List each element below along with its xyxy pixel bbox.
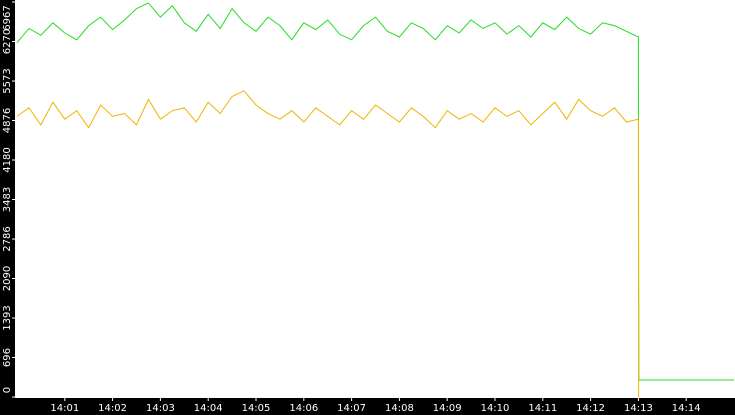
x-tick-label: 14:13 — [624, 403, 653, 414]
x-tick-label: 14:01 — [50, 403, 79, 414]
x-tick-label: 14:09 — [433, 403, 462, 414]
y-tick-label: 5573 — [2, 68, 13, 93]
x-tick-label: 14:08 — [385, 403, 414, 414]
x-tick-label: 14:14 — [672, 403, 701, 414]
series-line — [16, 2, 734, 381]
y-tick-label: 2090 — [2, 266, 13, 291]
y-tick-label: 6967 — [2, 5, 13, 30]
series-line — [16, 90, 640, 398]
x-tick-label: 14:04 — [194, 403, 223, 414]
y-axis-strip — [0, 0, 15, 415]
x-axis-strip — [0, 398, 735, 415]
y-tick-label: 4180 — [2, 147, 13, 172]
x-tick-label: 14:03 — [146, 403, 175, 414]
x-tick-label: 14:02 — [98, 403, 127, 414]
y-tick-label: 3483 — [2, 187, 13, 212]
x-tick-label: 14:12 — [576, 403, 605, 414]
y-tick-label: 4876 — [2, 108, 13, 133]
y-tick-label: 2786 — [2, 226, 13, 251]
y-tick-label: 6270 — [2, 29, 13, 54]
y-tick-label: 0 — [2, 387, 13, 393]
x-tick-label: 14:05 — [242, 403, 271, 414]
x-tick-label: 14:07 — [337, 403, 366, 414]
x-tick-label: 14:11 — [528, 403, 557, 414]
x-tick-label: 14:10 — [481, 403, 510, 414]
y-tick-label: 1393 — [2, 305, 13, 330]
x-tick-label: 14:06 — [289, 403, 318, 414]
y-tick-label: 696 — [2, 348, 13, 367]
